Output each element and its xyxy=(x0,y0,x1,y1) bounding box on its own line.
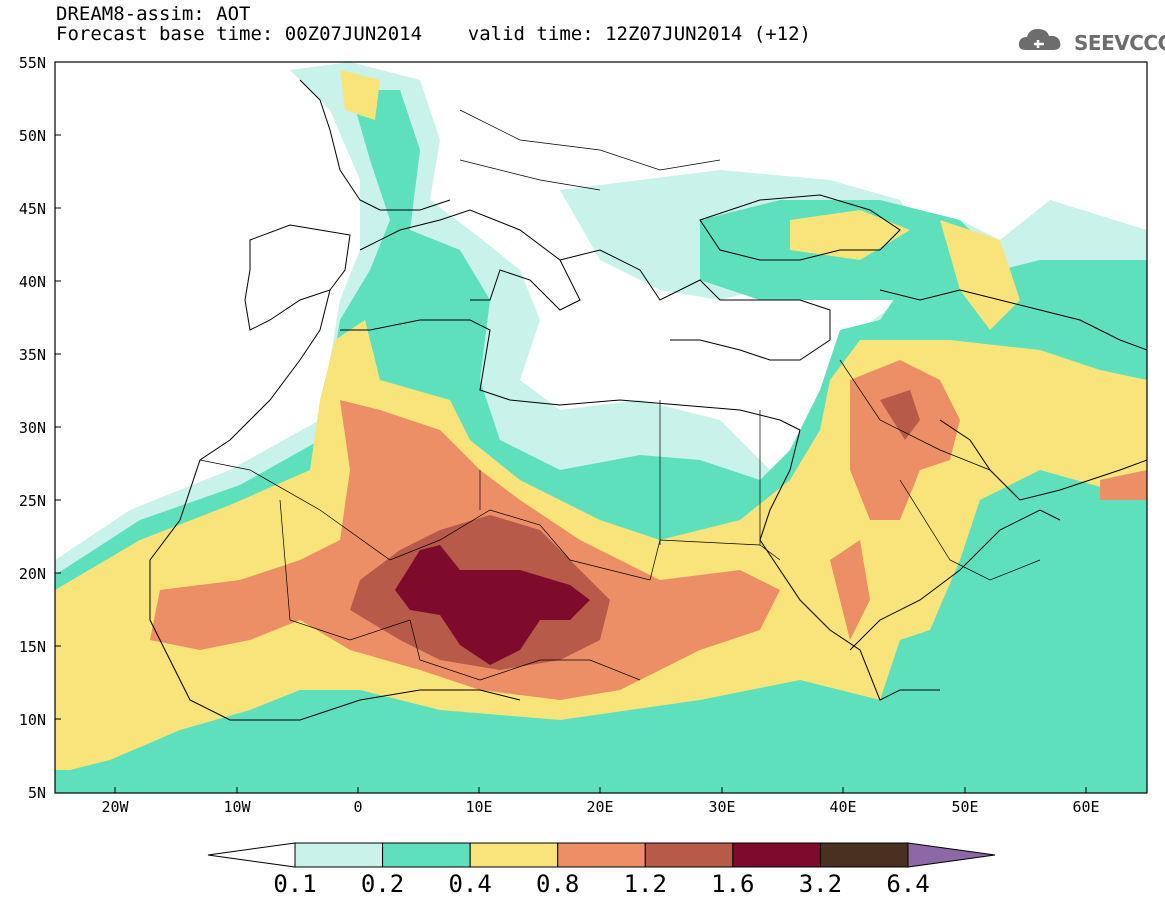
aot-field xyxy=(55,62,1147,793)
colorbar-label: 0.1 xyxy=(273,870,317,898)
colorbar-label: 6.4 xyxy=(886,870,930,898)
colorbar-label: 1.6 xyxy=(711,870,755,898)
lat-label: 40N xyxy=(18,273,46,291)
coastlines xyxy=(149,79,1147,721)
colorbar-label: 1.2 xyxy=(623,870,667,898)
lat-label: 10N xyxy=(18,711,46,729)
lat-label: 30N xyxy=(18,419,46,437)
lon-label: 60E xyxy=(1072,798,1100,816)
chart-subtitle: Forecast base time: 00Z07JUN2014 valid t… xyxy=(56,23,811,45)
colorbar-label: 3.2 xyxy=(798,870,843,898)
lon-label: 20W xyxy=(101,798,129,816)
lat-label: 25N xyxy=(18,492,46,510)
cloud-logo-icon xyxy=(1018,29,1061,50)
chart-title: DREAM8-assim: AOT xyxy=(56,3,251,25)
lon-label: 20E xyxy=(586,798,614,816)
lat-label: 20N xyxy=(18,565,46,583)
aot-level-1.6 xyxy=(395,545,590,665)
lon-label: 10W xyxy=(223,798,251,816)
country-borders xyxy=(199,109,1041,681)
colorbar-label: 0.2 xyxy=(360,870,405,898)
lat-label: 15N xyxy=(18,638,46,656)
lat-label: 50N xyxy=(18,127,46,145)
axis-ticks xyxy=(55,61,1087,793)
lat-label: 55N xyxy=(18,54,46,72)
colorbar-label: 0.4 xyxy=(448,870,492,898)
colorbar-label: 0.8 xyxy=(536,870,580,898)
logo-text: SEEVCCC xyxy=(1074,31,1165,55)
lat-label: 35N xyxy=(18,346,46,364)
lon-label: 50E xyxy=(951,798,979,816)
lat-label: 5N xyxy=(27,784,46,802)
lon-label: 0 xyxy=(353,798,363,816)
lat-label: 45N xyxy=(18,200,46,218)
seevccc-logo: SEEVCCC xyxy=(1016,24,1165,58)
lon-label: 40E xyxy=(829,798,857,816)
lon-label: 10E xyxy=(465,798,493,816)
lon-label: 30E xyxy=(708,798,736,816)
